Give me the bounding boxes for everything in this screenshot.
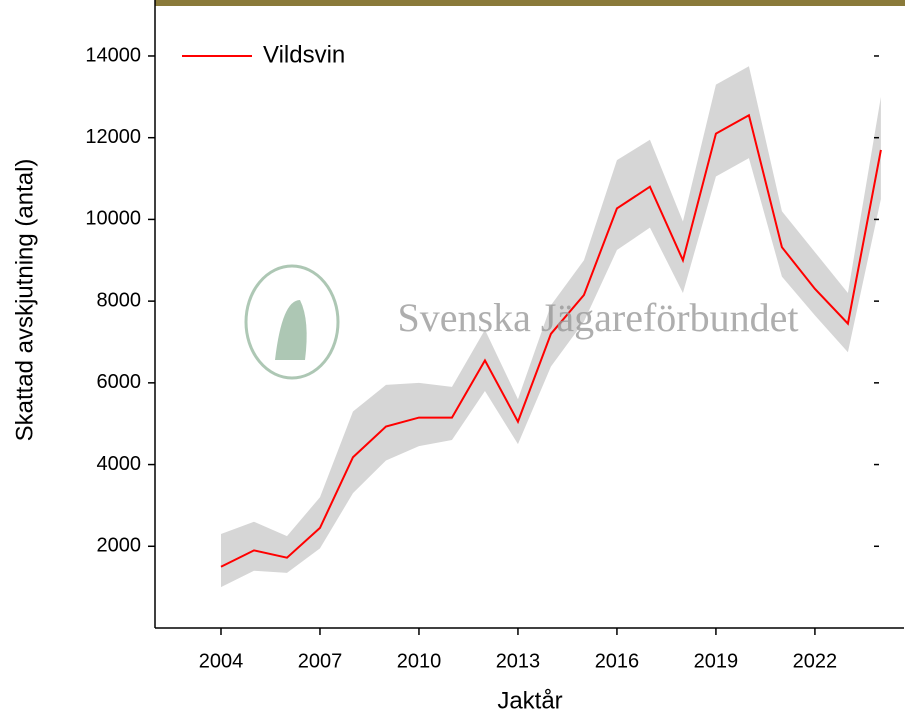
- y-tick-label: 2000: [97, 535, 142, 557]
- watermark-logo: [244, 264, 340, 380]
- y-tick-label: 4000: [97, 453, 142, 475]
- x-tick-label: 2016: [595, 650, 640, 672]
- x-tick-label: 2010: [397, 650, 442, 672]
- series-line: [220, 113, 882, 568]
- x-axis-label: Jaktår: [497, 687, 562, 714]
- x-tick-label: 2007: [298, 650, 343, 672]
- x-tick-label: 2019: [694, 650, 739, 672]
- x-tick-label: 2013: [496, 650, 541, 672]
- watermark-text: Svenska Jägareförbundet: [398, 295, 799, 340]
- legend-label: Vildsvin: [263, 41, 345, 68]
- y-tick-label: 8000: [97, 289, 142, 311]
- y-tick-label: 6000: [97, 371, 142, 393]
- plot-area: [220, 66, 882, 588]
- x-tick-label: 2004: [199, 650, 244, 672]
- header-image-strip: [155, 0, 905, 6]
- y-axis-label: Skattad avskjutning (antal): [11, 159, 38, 442]
- y-tick-label: 10000: [85, 208, 141, 230]
- y-tick-label: 12000: [85, 126, 141, 148]
- confidence-band: [220, 66, 881, 588]
- y-tick-label: 14000: [85, 44, 141, 66]
- x-tick-label: 2022: [793, 650, 838, 672]
